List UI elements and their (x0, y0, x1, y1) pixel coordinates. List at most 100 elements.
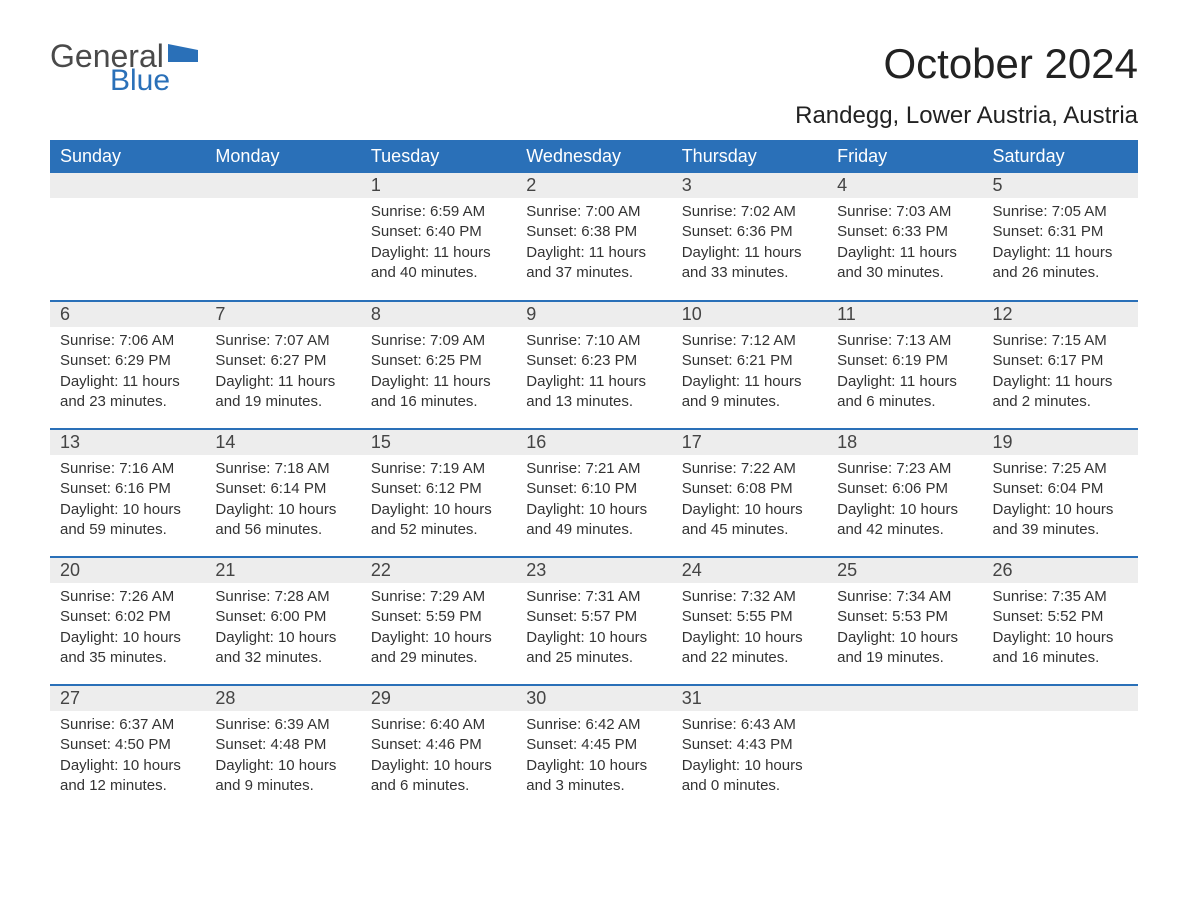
day-details: Sunrise: 7:34 AMSunset: 5:53 PMDaylight:… (827, 583, 982, 678)
sunrise-text: Sunrise: 7:15 AM (993, 331, 1128, 351)
day-number: 11 (827, 302, 982, 327)
sunrise-text: Sunrise: 7:32 AM (682, 587, 817, 607)
calendar-day-cell (983, 685, 1138, 813)
sunset-text: Sunset: 4:46 PM (371, 735, 506, 755)
daylight-text: Daylight: 11 hours and 2 minutes. (993, 372, 1128, 413)
calendar-day-cell: 26Sunrise: 7:35 AMSunset: 5:52 PMDayligh… (983, 557, 1138, 685)
sunset-text: Sunset: 6:33 PM (837, 222, 972, 242)
calendar-day-cell: 5Sunrise: 7:05 AMSunset: 6:31 PMDaylight… (983, 173, 1138, 301)
daylight-text: Daylight: 10 hours and 9 minutes. (215, 756, 350, 797)
calendar-week-row: 1Sunrise: 6:59 AMSunset: 6:40 PMDaylight… (50, 173, 1138, 301)
calendar-day-cell: 9Sunrise: 7:10 AMSunset: 6:23 PMDaylight… (516, 301, 671, 429)
logo-text-blue: Blue (110, 66, 170, 96)
daylight-text: Daylight: 10 hours and 32 minutes. (215, 628, 350, 669)
calendar-week-row: 13Sunrise: 7:16 AMSunset: 6:16 PMDayligh… (50, 429, 1138, 557)
calendar-day-cell: 1Sunrise: 6:59 AMSunset: 6:40 PMDaylight… (361, 173, 516, 301)
sunrise-text: Sunrise: 7:16 AM (60, 459, 195, 479)
sunrise-text: Sunrise: 6:39 AM (215, 715, 350, 735)
sunrise-text: Sunrise: 7:12 AM (682, 331, 817, 351)
weekday-header: Friday (827, 140, 982, 173)
day-details: Sunrise: 7:35 AMSunset: 5:52 PMDaylight:… (983, 583, 1138, 678)
sunrise-text: Sunrise: 7:00 AM (526, 202, 661, 222)
sunset-text: Sunset: 6:17 PM (993, 351, 1128, 371)
daylight-text: Daylight: 11 hours and 23 minutes. (60, 372, 195, 413)
sunset-text: Sunset: 6:27 PM (215, 351, 350, 371)
daylight-text: Daylight: 11 hours and 40 minutes. (371, 243, 506, 284)
day-number: 28 (205, 686, 360, 711)
sunset-text: Sunset: 6:02 PM (60, 607, 195, 627)
day-details: Sunrise: 7:12 AMSunset: 6:21 PMDaylight:… (672, 327, 827, 422)
sunrise-text: Sunrise: 7:28 AM (215, 587, 350, 607)
sunset-text: Sunset: 5:52 PM (993, 607, 1128, 627)
page-title: October 2024 (883, 40, 1138, 88)
sunrise-text: Sunrise: 6:42 AM (526, 715, 661, 735)
day-details: Sunrise: 7:07 AMSunset: 6:27 PMDaylight:… (205, 327, 360, 422)
calendar-day-cell: 29Sunrise: 6:40 AMSunset: 4:46 PMDayligh… (361, 685, 516, 813)
sunset-text: Sunset: 6:16 PM (60, 479, 195, 499)
sunrise-text: Sunrise: 6:59 AM (371, 202, 506, 222)
sunrise-text: Sunrise: 7:02 AM (682, 202, 817, 222)
day-number: 10 (672, 302, 827, 327)
day-details: Sunrise: 7:15 AMSunset: 6:17 PMDaylight:… (983, 327, 1138, 422)
sunrise-text: Sunrise: 7:07 AM (215, 331, 350, 351)
day-details: Sunrise: 7:18 AMSunset: 6:14 PMDaylight:… (205, 455, 360, 550)
day-number: 12 (983, 302, 1138, 327)
day-details: Sunrise: 6:42 AMSunset: 4:45 PMDaylight:… (516, 711, 671, 806)
day-number: 13 (50, 430, 205, 455)
weekday-header: Thursday (672, 140, 827, 173)
calendar-day-cell: 27Sunrise: 6:37 AMSunset: 4:50 PMDayligh… (50, 685, 205, 813)
day-number: 17 (672, 430, 827, 455)
daylight-text: Daylight: 10 hours and 56 minutes. (215, 500, 350, 541)
sunrise-text: Sunrise: 7:05 AM (993, 202, 1128, 222)
calendar-day-cell: 15Sunrise: 7:19 AMSunset: 6:12 PMDayligh… (361, 429, 516, 557)
daylight-text: Daylight: 11 hours and 26 minutes. (993, 243, 1128, 284)
calendar-body: 1Sunrise: 6:59 AMSunset: 6:40 PMDaylight… (50, 173, 1138, 813)
sunrise-text: Sunrise: 6:40 AM (371, 715, 506, 735)
weekday-header: Tuesday (361, 140, 516, 173)
calendar-day-cell (205, 173, 360, 301)
sunset-text: Sunset: 6:14 PM (215, 479, 350, 499)
calendar-day-cell: 18Sunrise: 7:23 AMSunset: 6:06 PMDayligh… (827, 429, 982, 557)
sunset-text: Sunset: 6:29 PM (60, 351, 195, 371)
day-details: Sunrise: 7:16 AMSunset: 6:16 PMDaylight:… (50, 455, 205, 550)
weekday-header-row: SundayMondayTuesdayWednesdayThursdayFrid… (50, 140, 1138, 173)
sunrise-text: Sunrise: 7:25 AM (993, 459, 1128, 479)
location-subtitle: Randegg, Lower Austria, Austria (50, 102, 1138, 130)
day-number: 22 (361, 558, 516, 583)
day-number: 19 (983, 430, 1138, 455)
day-details: Sunrise: 6:40 AMSunset: 4:46 PMDaylight:… (361, 711, 516, 806)
day-number: 21 (205, 558, 360, 583)
day-details: Sunrise: 7:19 AMSunset: 6:12 PMDaylight:… (361, 455, 516, 550)
calendar-day-cell: 19Sunrise: 7:25 AMSunset: 6:04 PMDayligh… (983, 429, 1138, 557)
sunset-text: Sunset: 5:53 PM (837, 607, 972, 627)
daylight-text: Daylight: 10 hours and 59 minutes. (60, 500, 195, 541)
calendar-day-cell: 24Sunrise: 7:32 AMSunset: 5:55 PMDayligh… (672, 557, 827, 685)
calendar-day-cell: 7Sunrise: 7:07 AMSunset: 6:27 PMDaylight… (205, 301, 360, 429)
day-details: Sunrise: 7:03 AMSunset: 6:33 PMDaylight:… (827, 198, 982, 293)
day-details: Sunrise: 7:22 AMSunset: 6:08 PMDaylight:… (672, 455, 827, 550)
daylight-text: Daylight: 11 hours and 13 minutes. (526, 372, 661, 413)
sunset-text: Sunset: 6:21 PM (682, 351, 817, 371)
sunset-text: Sunset: 6:31 PM (993, 222, 1128, 242)
sunrise-text: Sunrise: 6:43 AM (682, 715, 817, 735)
calendar-day-cell: 23Sunrise: 7:31 AMSunset: 5:57 PMDayligh… (516, 557, 671, 685)
daylight-text: Daylight: 10 hours and 25 minutes. (526, 628, 661, 669)
day-number: 15 (361, 430, 516, 455)
daylight-text: Daylight: 11 hours and 33 minutes. (682, 243, 817, 284)
day-number (50, 173, 205, 198)
day-details: Sunrise: 7:23 AMSunset: 6:06 PMDaylight:… (827, 455, 982, 550)
sunrise-text: Sunrise: 7:22 AM (682, 459, 817, 479)
daylight-text: Daylight: 11 hours and 19 minutes. (215, 372, 350, 413)
day-details: Sunrise: 7:13 AMSunset: 6:19 PMDaylight:… (827, 327, 982, 422)
weekday-header: Sunday (50, 140, 205, 173)
day-details: Sunrise: 7:31 AMSunset: 5:57 PMDaylight:… (516, 583, 671, 678)
sunrise-text: Sunrise: 7:29 AM (371, 587, 506, 607)
daylight-text: Daylight: 10 hours and 29 minutes. (371, 628, 506, 669)
calendar-day-cell (827, 685, 982, 813)
calendar-day-cell: 25Sunrise: 7:34 AMSunset: 5:53 PMDayligh… (827, 557, 982, 685)
day-number: 26 (983, 558, 1138, 583)
calendar-day-cell (50, 173, 205, 301)
day-details: Sunrise: 7:09 AMSunset: 6:25 PMDaylight:… (361, 327, 516, 422)
day-details: Sunrise: 7:25 AMSunset: 6:04 PMDaylight:… (983, 455, 1138, 550)
day-number: 25 (827, 558, 982, 583)
